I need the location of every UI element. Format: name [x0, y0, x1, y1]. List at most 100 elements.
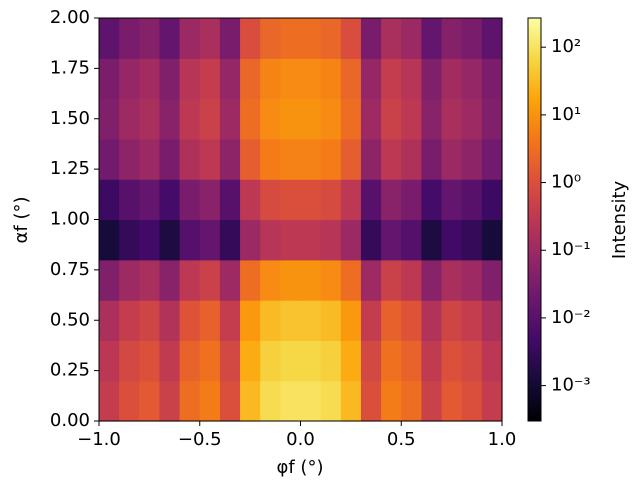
heat-cell — [99, 58, 120, 100]
heat-cell — [421, 300, 443, 341]
heat-cell — [401, 219, 422, 261]
heat-cell — [340, 58, 362, 100]
heat-cell — [139, 259, 161, 301]
heat-cell — [421, 340, 443, 382]
heat-cell — [360, 340, 382, 382]
heat-cell — [421, 380, 443, 422]
heat-cell — [260, 300, 281, 341]
y-axis-label: αf (°) — [11, 197, 32, 244]
heat-cell — [240, 98, 261, 140]
heat-cell — [99, 340, 120, 382]
heat-cell — [219, 380, 241, 422]
heat-cell — [99, 380, 120, 422]
heat-cell — [99, 18, 120, 59]
heat-cell — [119, 179, 140, 221]
heat-cell — [461, 138, 483, 180]
heat-cell — [199, 380, 221, 422]
heat-cell — [119, 18, 140, 59]
heat-cell — [320, 380, 342, 422]
heat-cell — [360, 259, 382, 301]
heat-cell — [240, 179, 261, 221]
heat-cell — [300, 300, 322, 341]
heat-cell — [300, 340, 322, 382]
heat-cell — [401, 138, 422, 180]
heat-cell — [240, 259, 261, 301]
y-tick-label: 1.00 — [50, 209, 90, 230]
heat-cell — [139, 380, 161, 422]
heat-cell — [441, 340, 463, 382]
heat-cell — [280, 58, 302, 100]
heat-cell — [280, 300, 302, 341]
heat-cell — [340, 340, 362, 382]
heat-cell — [300, 138, 322, 180]
heat-cell — [381, 259, 402, 301]
heat-cell — [139, 340, 161, 382]
heat-cell — [179, 340, 201, 382]
y-tick-label: 1.50 — [50, 108, 90, 129]
x-axis-label: φf (°) — [277, 457, 324, 478]
heat-cell — [139, 98, 161, 140]
heat-cell — [320, 18, 342, 59]
heat-cell — [159, 340, 181, 382]
heat-cell — [381, 340, 402, 382]
heat-cell — [159, 98, 181, 140]
heat-cell — [179, 179, 201, 221]
heat-cell — [441, 98, 463, 140]
heat-cell — [481, 58, 503, 100]
heat-cell — [340, 219, 362, 261]
heat-cell — [381, 138, 402, 180]
heat-cell — [381, 98, 402, 140]
heat-cell — [139, 219, 161, 261]
heat-cell — [360, 18, 382, 59]
y-tick-label: 2.00 — [50, 7, 90, 28]
heat-cell — [381, 18, 402, 59]
heat-cell — [481, 179, 503, 221]
heat-cell — [240, 380, 261, 422]
heat-cell — [320, 58, 342, 100]
heat-cell — [280, 219, 302, 261]
heat-cell — [260, 138, 281, 180]
heat-cell — [139, 58, 161, 100]
heat-cell — [99, 300, 120, 341]
heat-cell — [421, 259, 443, 301]
y-tick-label: 0.25 — [50, 360, 90, 381]
heat-cell — [421, 138, 443, 180]
heat-cell — [401, 300, 422, 341]
heat-cell — [119, 300, 140, 341]
heat-cell — [280, 380, 302, 422]
heat-cell — [159, 138, 181, 180]
heat-cell — [280, 138, 302, 180]
heat-cell — [260, 219, 281, 261]
heat-cell — [99, 138, 120, 180]
heat-cell — [300, 18, 322, 59]
heat-cell — [260, 380, 281, 422]
heat-cell — [139, 179, 161, 221]
heat-cell — [461, 98, 483, 140]
heat-cell — [300, 219, 322, 261]
heat-cell — [240, 300, 261, 341]
heat-cell — [300, 380, 322, 422]
heat-cell — [461, 300, 483, 341]
heat-cell — [260, 58, 281, 100]
heat-cell — [119, 340, 140, 382]
heat-cell — [441, 179, 463, 221]
heat-cell — [260, 98, 281, 140]
heat-cell — [340, 179, 362, 221]
heat-cell — [179, 300, 201, 341]
heat-cell — [360, 219, 382, 261]
heat-cell — [260, 179, 281, 221]
heat-cell — [159, 18, 181, 59]
heat-cell — [159, 58, 181, 100]
heat-cell — [240, 219, 261, 261]
heat-cell — [219, 219, 241, 261]
heat-cell — [360, 179, 382, 221]
heat-cell — [461, 219, 483, 261]
heat-cell — [99, 259, 120, 301]
heat-cell — [199, 179, 221, 221]
heat-cell — [421, 179, 443, 221]
heat-cell — [119, 259, 140, 301]
heat-cell — [139, 300, 161, 341]
heat-cell — [300, 179, 322, 221]
y-tick-label: 0.00 — [50, 410, 90, 431]
